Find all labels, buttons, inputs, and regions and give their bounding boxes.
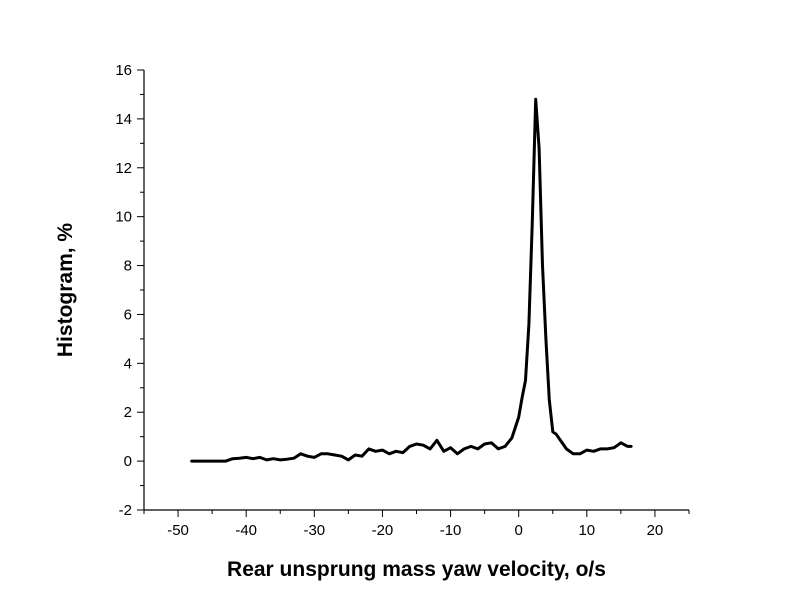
y-tick-label: 14: [115, 111, 132, 128]
y-tick-label: 12: [115, 160, 132, 177]
histogram-line: [190, 97, 633, 463]
x-tick-label: -30: [303, 522, 325, 539]
series-layer: [190, 97, 633, 463]
x-tick-label: 10: [578, 522, 595, 539]
x-tick-label: -40: [235, 522, 257, 539]
y-tick-label: 8: [124, 258, 132, 275]
x-tick-label: -10: [440, 522, 462, 539]
x-tick-label: -20: [372, 522, 394, 539]
x-tick-label: -50: [167, 522, 189, 539]
x-tick-label: 0: [515, 522, 523, 539]
x-axis-title: Rear unsprung mass yaw velocity, o/s: [227, 558, 606, 581]
y-axis-title: Histogram, %: [54, 223, 77, 358]
x-tick-label: 20: [647, 522, 664, 539]
x-tick-labels: -50 -40 -30 -20 -10 0 10 20: [167, 522, 663, 539]
y-tick-label: 2: [124, 404, 132, 421]
y-tick-label: 0: [124, 453, 132, 470]
y-tick-label: -2: [119, 502, 132, 519]
y-tick-labels: -2 0 2 4 6 8 10 12 14 16: [115, 62, 132, 519]
y-tick-label: 6: [124, 306, 132, 323]
y-tick-label: 16: [115, 62, 132, 79]
y-tick-label: 4: [124, 355, 132, 372]
y-tick-label: 10: [115, 209, 132, 226]
axis-ticks: [137, 69, 690, 517]
